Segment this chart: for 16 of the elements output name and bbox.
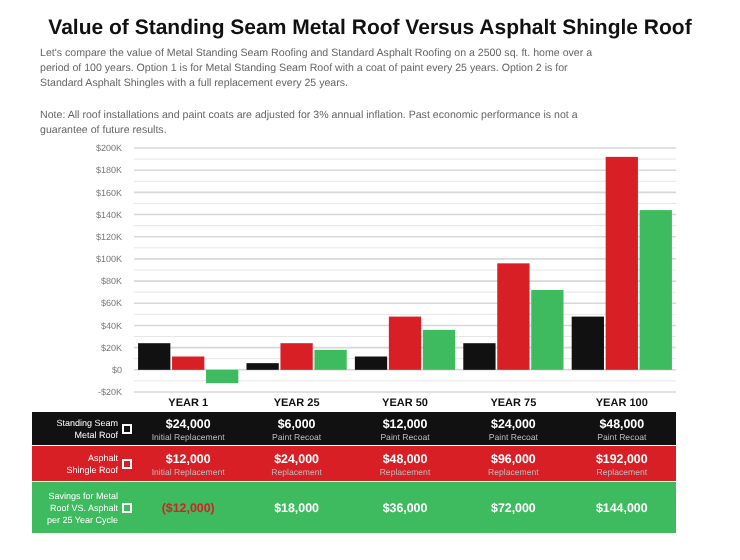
bar xyxy=(497,263,530,370)
bar xyxy=(246,363,279,370)
bar xyxy=(639,210,672,370)
bar xyxy=(138,343,171,370)
bar xyxy=(531,289,564,370)
bar xyxy=(280,343,313,370)
bar xyxy=(605,156,638,370)
bar xyxy=(206,369,239,384)
bar xyxy=(172,356,205,370)
chart-title: Value of Standing Seam Metal Roof Versus Asphalt Shingle Roof xyxy=(48,16,693,40)
bar xyxy=(463,343,496,370)
bar xyxy=(388,316,422,370)
bar xyxy=(354,356,388,370)
bar xyxy=(571,316,604,370)
bar xyxy=(422,329,456,370)
bar xyxy=(314,349,347,370)
